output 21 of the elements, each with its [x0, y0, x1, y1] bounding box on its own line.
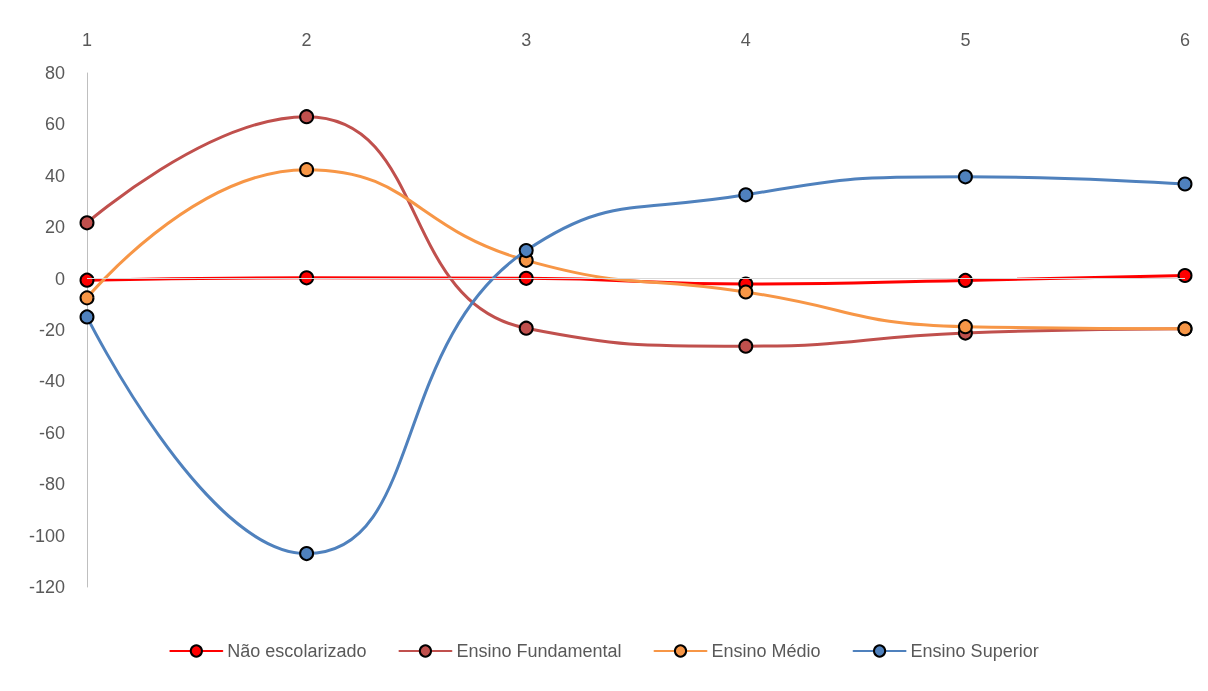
x-tick-label: 6	[1179, 30, 1191, 50]
x-tick-label: 5	[960, 30, 971, 50]
y-tick-label: 80	[44, 63, 65, 83]
y-tick-label: -40	[38, 371, 65, 392]
x-tick-label: 4	[740, 30, 751, 50]
y-tick-label: -80	[38, 474, 65, 495]
legend-label: Ensino Médio	[711, 641, 821, 661]
x-tick-label: 1	[81, 30, 93, 50]
y-tick-label: 0	[54, 268, 65, 289]
x-tick-label: 3	[521, 30, 532, 50]
x-tick-label: 2	[301, 30, 312, 50]
y-tick-label: 40	[44, 165, 65, 186]
y-tick-label: -120	[28, 577, 65, 597]
legend-label: Ensino Fundamental	[456, 641, 622, 661]
y-tick-label: 20	[44, 217, 65, 238]
legend-label: Ensino Superior	[910, 641, 1039, 661]
y-tick-label: -20	[38, 320, 65, 340]
y-tick-label: -100	[28, 525, 65, 546]
y-tick-label: -60	[38, 422, 65, 443]
y-tick-label: 60	[44, 114, 65, 135]
legend-label: Não escolarizado	[227, 641, 367, 661]
